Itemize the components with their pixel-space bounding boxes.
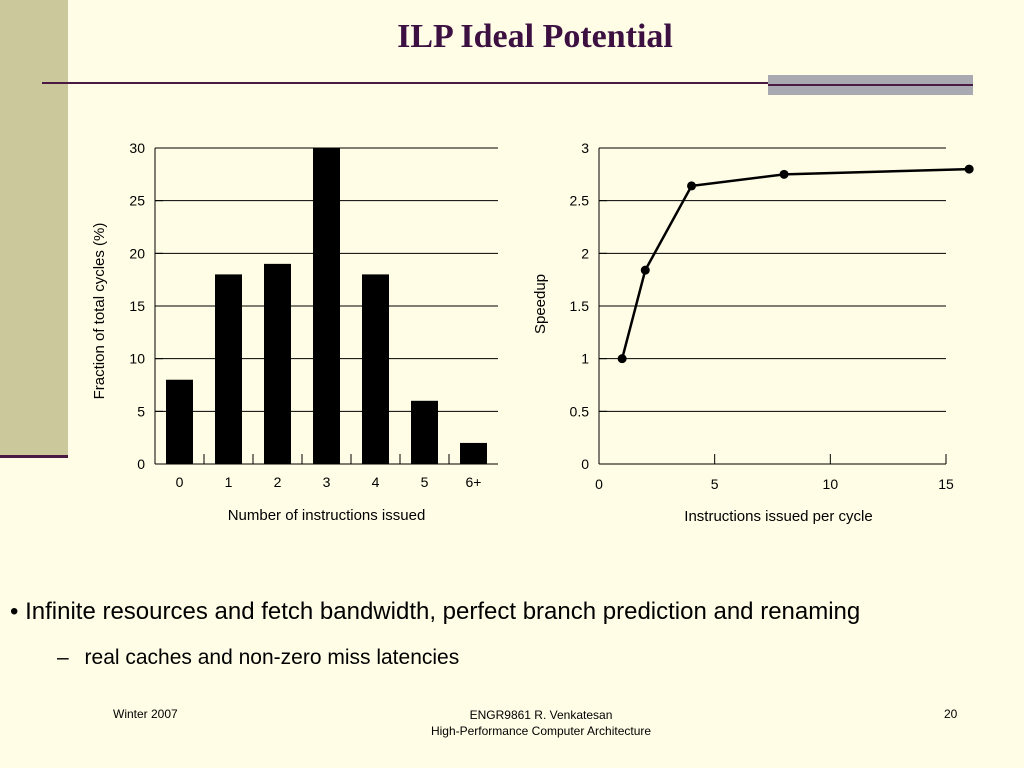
bar-x-tick-label: 5 (421, 474, 429, 490)
bar-y-tick-label: 15 (129, 298, 145, 314)
title-rule (42, 82, 972, 84)
line-x-tick-label: 15 (938, 476, 954, 492)
line-y-axis-label: Speedup (532, 274, 549, 334)
bar-y-axis-label: Fraction of total cycles (%) (91, 223, 108, 400)
line-y-tick-label: 0 (581, 456, 589, 472)
bullet-marker: • (10, 598, 19, 625)
line-y-tick-label: 2 (581, 245, 589, 261)
bar-x-tick-label: 0 (176, 474, 184, 490)
footer-course: ENGR9861 R. Venkatesan High-Performance … (391, 707, 691, 739)
line-y-tick-label: 2.5 (570, 193, 590, 209)
bar-1 (215, 274, 242, 464)
bullet-sub: – real caches and non-zero miss latencie… (57, 646, 459, 670)
bullet-main-text: Infinite resources and fetch bandwidth, … (25, 598, 861, 625)
line-y-tick-label: 1.5 (570, 298, 590, 314)
title-accent-line (768, 84, 973, 86)
bar-y-tick-label: 25 (129, 193, 145, 209)
bar-x-axis-label: Number of instructions issued (228, 507, 426, 524)
line-x-tick-label: 10 (823, 476, 839, 492)
speedup-point (779, 169, 789, 179)
bar-x-tick-label: 3 (323, 474, 331, 490)
sub-bullet-marker: – (57, 646, 69, 669)
line-y-tick-label: 0.5 (570, 403, 590, 419)
bar-x-tick-label: 4 (372, 474, 380, 490)
line-y-tick-label: 1 (581, 351, 589, 367)
bullet-main: • Infinite resources and fetch bandwidth… (10, 598, 860, 626)
slide-title: ILP Ideal Potential (397, 18, 673, 55)
bullet-sub-text: real caches and non-zero miss latencies (84, 646, 460, 669)
speedup-point (640, 265, 650, 275)
footer-course-line2: High-Performance Computer Architecture (430, 724, 652, 738)
speedup-point (617, 354, 627, 364)
bar-x-tick-label: 1 (225, 474, 233, 490)
footer-date: Winter 2007 (113, 707, 178, 721)
bar-x-tick-label: 2 (274, 474, 282, 490)
bar-y-tick-label: 10 (129, 351, 145, 367)
page-number: 20 (944, 707, 958, 721)
bar-2 (264, 263, 291, 464)
bar-6+ (460, 442, 487, 464)
bar-y-tick-label: 20 (129, 245, 145, 261)
bar-4 (362, 274, 389, 464)
speedup-point (687, 181, 697, 191)
line-x-tick-label: 5 (711, 476, 719, 492)
bar-x-tick-label: 6+ (466, 474, 482, 490)
bar-3 (313, 148, 340, 464)
bar-y-tick-label: 5 (137, 403, 145, 419)
bar-y-tick-label: 0 (137, 456, 145, 472)
left-accent-bar (0, 0, 68, 455)
line-y-tick-label: 3 (581, 140, 589, 156)
line-x-tick-label: 0 (595, 476, 603, 492)
speedup-line (620, 167, 970, 359)
bar-5 (411, 400, 438, 464)
footer-course-line1: ENGR9861 R. Venkatesan (469, 708, 613, 722)
speedup-point (964, 164, 974, 174)
left-accent-underline (0, 455, 68, 458)
line-x-axis-label: Instructions issued per cycle (684, 508, 872, 525)
bar-y-tick-label: 30 (129, 140, 145, 156)
bar-0 (166, 379, 193, 464)
